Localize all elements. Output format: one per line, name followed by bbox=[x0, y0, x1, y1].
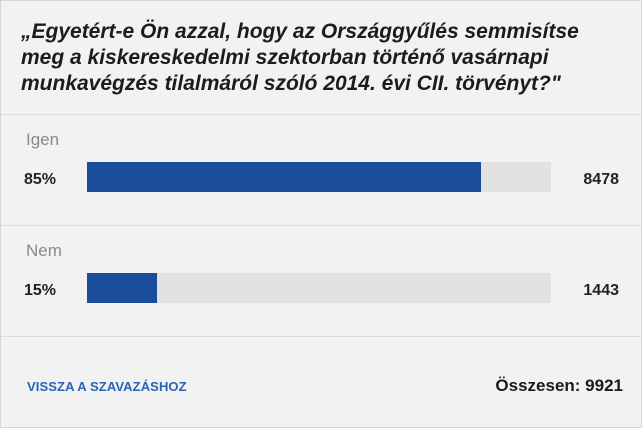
poll-question: „Egyetért-e Ön azzal, hogy az Országgyűl… bbox=[1, 1, 641, 115]
result-bar-fill bbox=[87, 162, 482, 192]
total-votes: Összesen: 9921 bbox=[495, 376, 623, 395]
option-label: Igen bbox=[26, 130, 60, 149]
result-bar-track bbox=[87, 273, 551, 303]
poll-option-igen: Igen 85% 8478 bbox=[1, 116, 641, 226]
poll-option-nem: Nem 15% 1443 bbox=[1, 227, 641, 337]
poll-footer: VISSZA A SZAVAZÁSHOZ Összesen: 9921 bbox=[1, 338, 641, 427]
option-percent: 15% bbox=[24, 282, 57, 299]
result-bar-track bbox=[87, 162, 551, 192]
option-vote-count: 8478 bbox=[583, 171, 619, 188]
back-to-poll-link[interactable]: VISSZA A SZAVAZÁSHOZ bbox=[27, 379, 187, 394]
option-percent: 85% bbox=[24, 171, 57, 188]
option-vote-count: 1443 bbox=[583, 282, 619, 299]
option-label: Nem bbox=[26, 241, 62, 260]
result-bar-fill bbox=[87, 273, 157, 303]
